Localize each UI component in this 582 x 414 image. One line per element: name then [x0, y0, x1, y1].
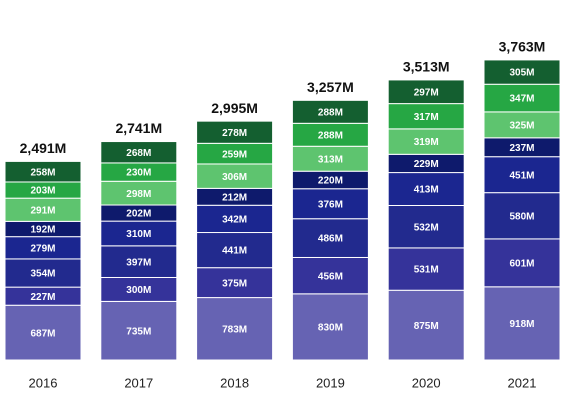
segment-label: 297M	[414, 87, 439, 98]
bar-segment	[483, 111, 561, 139]
bar-segment	[196, 204, 274, 234]
segment-label: 397M	[126, 257, 151, 268]
segment-label: 531M	[414, 265, 439, 276]
x-tick-label: 2021	[508, 375, 537, 390]
x-tick-label: 2017	[124, 375, 153, 390]
segment-label: 258M	[30, 167, 55, 178]
segment-label: 305M	[509, 68, 534, 79]
bar-segment	[100, 141, 178, 164]
total-label: 2,491M	[20, 140, 67, 156]
segment-label: 413M	[414, 185, 439, 196]
segment-label: 532M	[414, 222, 439, 233]
segment-label: 306M	[222, 172, 247, 183]
segment-label: 451M	[509, 170, 534, 181]
segment-label: 227M	[30, 292, 55, 303]
x-tick-label: 2016	[29, 375, 58, 390]
bar-segment	[196, 232, 274, 269]
bar-segment	[387, 204, 465, 249]
segment-label: 229M	[414, 159, 439, 170]
segment-label: 354M	[30, 269, 55, 280]
bar-segment	[196, 163, 274, 189]
segment-label: 212M	[222, 192, 247, 203]
segment-label: 259M	[222, 149, 247, 160]
segment-label: 310M	[126, 229, 151, 240]
bar-segment	[196, 297, 274, 361]
bar-segment	[483, 59, 561, 85]
segment-label: 288M	[318, 107, 343, 118]
segment-label: 298M	[126, 189, 151, 200]
total-label: 3,763M	[499, 39, 546, 55]
segment-label: 456M	[318, 271, 343, 282]
segment-label: 687M	[30, 328, 55, 339]
bar-segment	[387, 128, 465, 155]
total-label: 3,257M	[307, 79, 354, 95]
bar-segment	[483, 83, 561, 113]
x-tick-label: 2018	[220, 375, 249, 390]
bar-segment	[483, 192, 561, 240]
segment-label: 376M	[318, 199, 343, 210]
segment-label: 918M	[509, 319, 534, 330]
bar-segment	[4, 304, 82, 361]
segment-label: 580M	[509, 211, 534, 222]
total-label: 3,513M	[403, 59, 450, 75]
bar-segment	[387, 172, 465, 206]
bar-segment	[196, 267, 274, 299]
segment-label: 268M	[126, 148, 151, 159]
total-label: 2,741M	[115, 120, 162, 136]
segment-label: 342M	[222, 215, 247, 226]
bar-segment	[483, 156, 561, 194]
segment-label: 230M	[126, 168, 151, 179]
segment-label: 325M	[509, 120, 534, 131]
bar-segment	[291, 99, 369, 124]
bar-segment	[387, 247, 465, 291]
x-tick-label: 2020	[412, 375, 441, 390]
segment-label: 830M	[318, 323, 343, 334]
segment-label: 192M	[30, 225, 55, 236]
segment-label: 783M	[222, 324, 247, 335]
segment-label: 441M	[222, 246, 247, 257]
bar-segment	[291, 293, 369, 361]
segment-label: 486M	[318, 234, 343, 245]
bar-segment	[387, 103, 465, 130]
total-label: 2,995M	[211, 100, 258, 116]
bar-segment	[196, 120, 274, 144]
bar-segment	[4, 160, 82, 183]
segment-label: 317M	[414, 112, 439, 123]
bar-segment	[483, 238, 561, 288]
x-tick-label: 2019	[316, 375, 345, 390]
bar-segment	[387, 79, 465, 105]
segment-label: 279M	[30, 243, 55, 254]
segment-label: 278M	[222, 128, 247, 139]
segment-label: 291M	[30, 205, 55, 216]
segment-label: 375M	[222, 278, 247, 289]
segment-label: 220M	[318, 176, 343, 187]
bar-segment	[100, 220, 178, 247]
bar-segment	[291, 218, 369, 258]
segment-label: 875M	[414, 321, 439, 332]
segment-label: 319M	[414, 137, 439, 148]
segment-label: 288M	[318, 130, 343, 141]
segment-label: 202M	[126, 209, 151, 220]
segment-label: 313M	[318, 154, 343, 165]
segment-label: 300M	[126, 285, 151, 296]
segment-label: 237M	[509, 143, 534, 154]
segment-label: 601M	[509, 258, 534, 269]
segment-label: 203M	[30, 186, 55, 197]
segment-label: 735M	[126, 326, 151, 337]
bar-segment	[387, 289, 465, 361]
bar-segment	[483, 286, 561, 361]
segment-label: 347M	[509, 94, 534, 105]
